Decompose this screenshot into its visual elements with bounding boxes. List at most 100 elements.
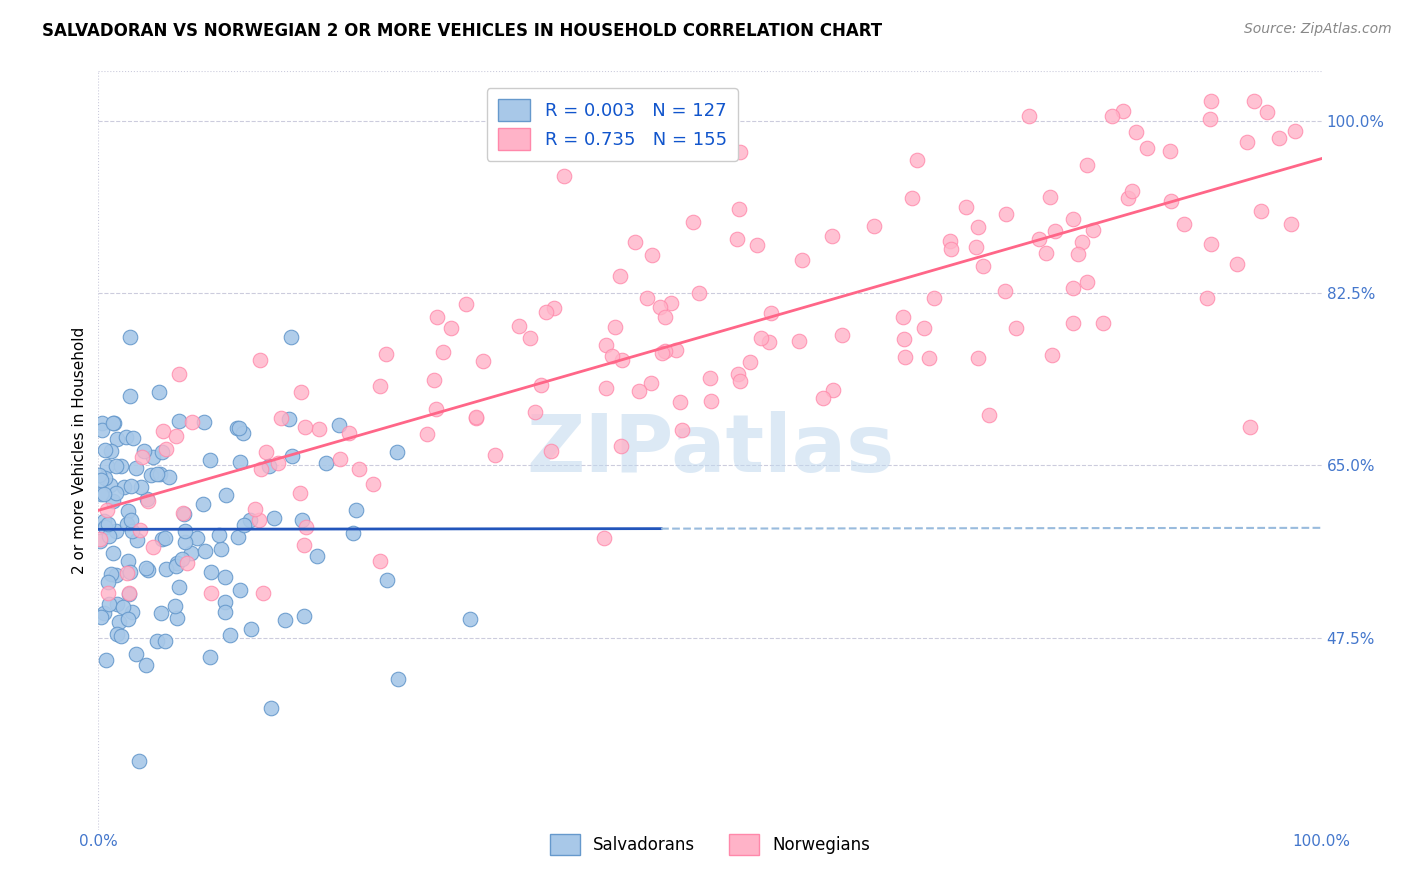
- Point: [238, 513, 260, 527]
- Point: [150, 532, 173, 546]
- Point: [174, 535, 197, 549]
- Point: [136, 494, 159, 508]
- Point: [259, 701, 281, 715]
- Point: [93, 514, 115, 528]
- Point: [640, 376, 662, 390]
- Point: [1045, 224, 1067, 238]
- Point: [891, 310, 914, 324]
- Point: [172, 506, 194, 520]
- Point: [249, 352, 271, 367]
- Point: [96, 503, 118, 517]
- Point: [243, 501, 266, 516]
- Point: [114, 430, 136, 444]
- Point: [193, 415, 215, 429]
- Point: [1005, 321, 1028, 335]
- Point: [120, 565, 142, 579]
- Point: [337, 425, 360, 440]
- Point: [1116, 191, 1139, 205]
- Point: [1199, 94, 1222, 108]
- Point: [180, 545, 202, 559]
- Point: [98, 528, 121, 542]
- Point: [118, 586, 141, 600]
- Point: [730, 374, 752, 388]
- Point: [214, 605, 236, 619]
- Point: [1062, 212, 1084, 227]
- Point: [534, 305, 557, 319]
- Point: [104, 485, 127, 500]
- Point: [155, 562, 177, 576]
- Point: [173, 507, 195, 521]
- Point: [89, 533, 111, 548]
- Point: [97, 586, 120, 600]
- Point: [465, 409, 488, 424]
- Point: [139, 467, 162, 482]
- Point: [1256, 105, 1278, 120]
- Point: [103, 416, 125, 430]
- Point: [375, 347, 398, 361]
- Point: [121, 605, 143, 619]
- Point: [90, 609, 112, 624]
- Point: [654, 343, 676, 358]
- Point: [165, 429, 187, 443]
- Point: [278, 411, 301, 425]
- Point: [101, 494, 124, 508]
- Point: [623, 235, 645, 250]
- Point: [136, 563, 159, 577]
- Point: [426, 310, 449, 325]
- Point: [682, 215, 704, 229]
- Point: [100, 444, 122, 458]
- Point: [208, 528, 231, 542]
- Point: [214, 595, 236, 609]
- Point: [150, 444, 173, 458]
- Point: [294, 420, 316, 434]
- Point: [120, 479, 142, 493]
- Point: [165, 559, 187, 574]
- Point: [270, 411, 292, 425]
- Point: [610, 438, 633, 452]
- Point: [93, 606, 115, 620]
- Point: [104, 524, 127, 538]
- Point: [602, 349, 624, 363]
- Point: [294, 519, 316, 533]
- Point: [87, 467, 110, 482]
- Point: [267, 456, 290, 470]
- Point: [688, 286, 710, 301]
- Point: [105, 459, 128, 474]
- Point: [121, 524, 143, 539]
- Point: [972, 259, 994, 273]
- Point: [727, 368, 749, 382]
- Point: [129, 480, 152, 494]
- Point: [150, 606, 173, 620]
- Point: [200, 565, 222, 579]
- Point: [939, 235, 962, 249]
- Point: [142, 450, 165, 465]
- Point: [759, 306, 782, 320]
- Point: [120, 513, 142, 527]
- Point: [125, 461, 148, 475]
- Text: Source: ZipAtlas.com: Source: ZipAtlas.com: [1244, 22, 1392, 37]
- Point: [240, 622, 263, 636]
- Point: [994, 285, 1017, 299]
- Point: [1062, 316, 1084, 330]
- Point: [90, 487, 112, 501]
- Point: [96, 458, 118, 473]
- Point: [939, 242, 962, 256]
- Point: [1039, 190, 1062, 204]
- Point: [105, 433, 128, 447]
- Point: [117, 554, 139, 568]
- Point: [200, 453, 222, 467]
- Point: [135, 492, 157, 507]
- Point: [454, 297, 477, 311]
- Point: [979, 408, 1001, 422]
- Legend: Salvadorans, Norwegians: Salvadorans, Norwegians: [541, 826, 879, 863]
- Point: [91, 423, 114, 437]
- Point: [669, 394, 692, 409]
- Point: [955, 200, 977, 214]
- Point: [728, 145, 751, 160]
- Point: [659, 296, 682, 310]
- Point: [1042, 348, 1064, 362]
- Point: [104, 568, 127, 582]
- Point: [368, 379, 391, 393]
- Point: [1199, 112, 1222, 126]
- Point: [592, 531, 614, 545]
